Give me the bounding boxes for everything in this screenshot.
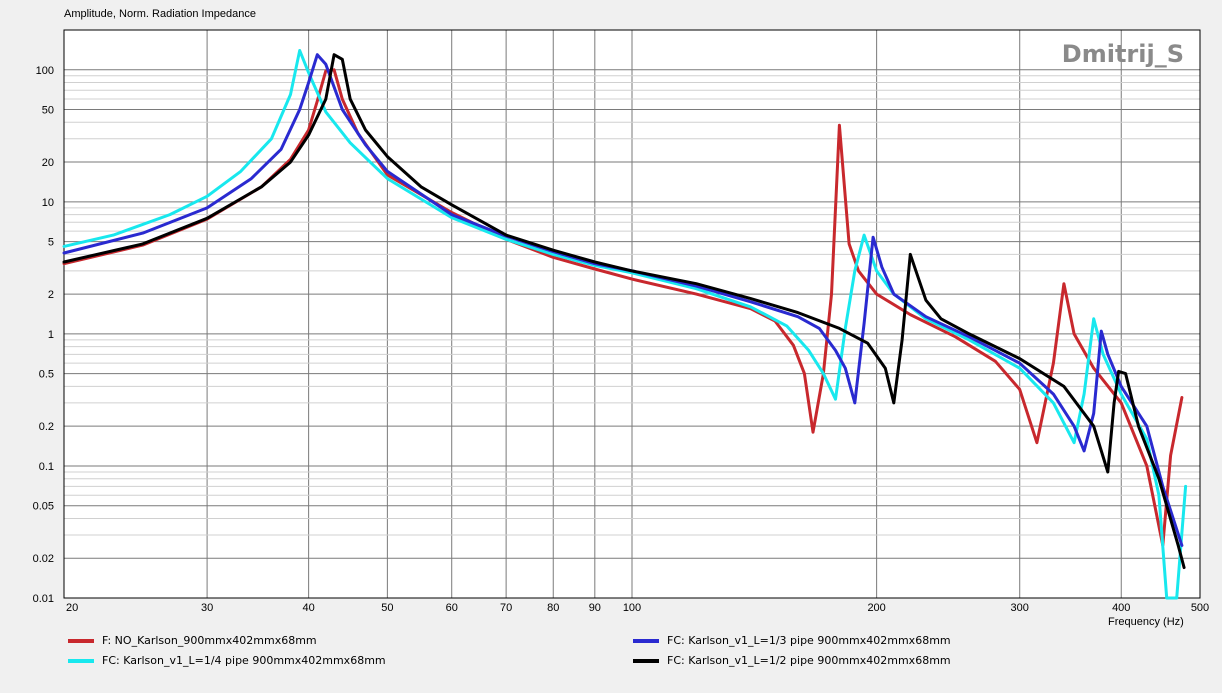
legend-item-3: FC: Karlson_v1_L=1/3 pipe 900mmx402mmx68… bbox=[633, 634, 951, 647]
y-tick-label: 50 bbox=[42, 105, 54, 117]
legend-label-2: FC: Karlson_v1_L=1/4 pipe 900mmx402mmx68… bbox=[102, 654, 386, 667]
x-tick-label: 20 bbox=[66, 602, 78, 614]
legend-swatch-4 bbox=[633, 658, 659, 663]
legend-swatch-2 bbox=[68, 658, 94, 663]
x-tick-label: 70 bbox=[500, 602, 512, 614]
y-tick-label: 1 bbox=[48, 329, 54, 341]
plot-frame bbox=[63, 29, 1201, 599]
x-grid bbox=[63, 30, 1201, 598]
y-tick-labels: 100 50 20 10 5 2 1 0.5 0.2 0.1 0.05 0.02 0.01 bbox=[33, 65, 54, 605]
legend-item-1: F: NO_Karlson_900mmx402mmx68mm bbox=[68, 634, 317, 647]
x-tick-label: 200 bbox=[867, 602, 885, 614]
x-tick-label: 30 bbox=[201, 602, 213, 614]
x-tick-label: 50 bbox=[381, 602, 393, 614]
y-tick-label: 0.01 bbox=[33, 593, 54, 605]
x-axis-label: Frequency (Hz) bbox=[1108, 616, 1184, 628]
x-tick-label: 90 bbox=[589, 602, 601, 614]
y-tick-label: 5 bbox=[48, 237, 54, 249]
x-tick-label: 80 bbox=[547, 602, 559, 614]
y-grid bbox=[64, 29, 1200, 599]
legend-label-3: FC: Karlson_v1_L=1/3 pipe 900mmx402mmx68… bbox=[667, 634, 951, 647]
legend-item-4: FC: Karlson_v1_L=1/2 pipe 900mmx402mmx68… bbox=[633, 654, 951, 667]
legend-item-2: FC: Karlson_v1_L=1/4 pipe 900mmx402mmx68… bbox=[68, 654, 386, 667]
series-line-2 bbox=[62, 49, 1188, 600]
y-tick-label: 20 bbox=[42, 157, 54, 169]
y-tick-label: 2 bbox=[48, 289, 54, 301]
legend-label-4: FC: Karlson_v1_L=1/2 pipe 900mmx402mmx68… bbox=[667, 654, 951, 667]
y-tick-label: 0.02 bbox=[33, 553, 54, 565]
x-tick-label: 40 bbox=[302, 602, 314, 614]
watermark: Dmitrij_S bbox=[1062, 40, 1184, 68]
y-tick-label: 0.05 bbox=[33, 501, 54, 513]
y-tick-label: 10 bbox=[42, 197, 54, 209]
x-tick-label: 60 bbox=[446, 602, 458, 614]
x-tick-label: 300 bbox=[1011, 602, 1029, 614]
legend-swatch-3 bbox=[633, 638, 659, 643]
series-line-1 bbox=[62, 68, 1184, 547]
x-tick-labels: 20 30 40 50 60 70 80 90 100 200 300 400 500 bbox=[66, 602, 1209, 614]
legend-swatch-1 bbox=[68, 638, 94, 643]
legend-label-1: F: NO_Karlson_900mmx402mmx68mm bbox=[102, 634, 317, 647]
x-tick-label: 100 bbox=[623, 602, 641, 614]
y-tick-label: 0.1 bbox=[39, 461, 54, 473]
y-tick-label: 0.2 bbox=[39, 421, 54, 433]
series-line-4 bbox=[62, 53, 1186, 570]
y-tick-label: 100 bbox=[36, 65, 54, 77]
x-tick-label: 500 bbox=[1191, 602, 1209, 614]
y-tick-label: 0.5 bbox=[39, 369, 54, 381]
x-tick-label: 400 bbox=[1112, 602, 1130, 614]
series-line-3 bbox=[62, 53, 1184, 547]
chart-title: Amplitude, Norm. Radiation Impedance bbox=[64, 8, 256, 20]
series-layer bbox=[62, 49, 1188, 600]
